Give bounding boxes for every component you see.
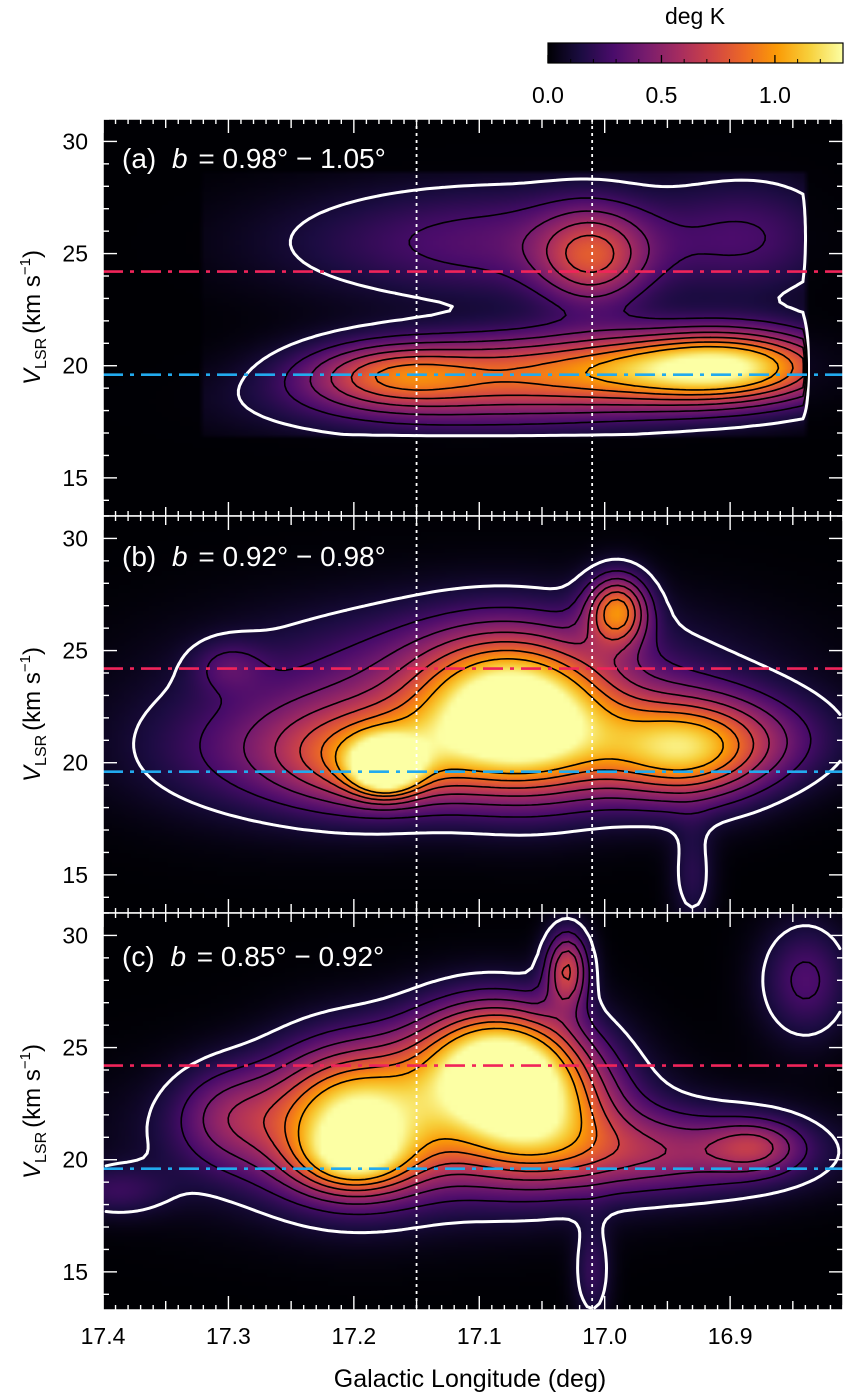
y-tick-label: 30 [62, 128, 88, 154]
inner-contour [299, 591, 755, 801]
panel-c-heatmap [103, 913, 843, 1310]
y-tick-label: 15 [62, 862, 88, 888]
colorbar-tick-label: 0.5 [645, 82, 677, 108]
colorbar-label: deg K [665, 3, 726, 29]
y-tick-label: 20 [62, 1147, 88, 1173]
inner-contour [202, 940, 791, 1205]
inner-contour [262, 964, 620, 1192]
inner-contour [330, 221, 806, 408]
panel-b-ylabels: 15 20 25 30 VLSR(km s−1) [17, 525, 88, 887]
panel-c-ticks [102, 912, 844, 1311]
inner-contour [243, 577, 788, 811]
x-tick-label: 16.9 [708, 1323, 753, 1349]
y-tick-label: 30 [62, 525, 88, 551]
inner-contour [284, 1021, 598, 1186]
x-tick-label: 17.0 [582, 1323, 627, 1349]
panel-b-ticks [102, 515, 844, 914]
panel-b-heatmap [103, 516, 843, 913]
inner-contour [180, 930, 821, 1216]
colorbar: deg K 0.0 0.5 1.0 [532, 3, 844, 108]
colorbar-tick-label: 1.0 [759, 82, 791, 108]
panel-a-title: (a) b = 0.98° − 1.05° [122, 143, 386, 174]
y-tick-label: 20 [62, 353, 88, 379]
y-axis-label: VLSR(km s−1) [17, 250, 50, 385]
inner-contour [227, 950, 774, 1198]
inner-contour [297, 1027, 583, 1181]
panel-c-guides [103, 913, 843, 1310]
panel-a-heatmap [103, 119, 843, 516]
x-tick-label: 17.3 [206, 1323, 251, 1349]
x-tick-label: 17.4 [81, 1323, 126, 1349]
y-axis-label: VLSR(km s−1) [17, 647, 50, 782]
inner-contour [374, 341, 794, 396]
panel-c: 15 20 25 30 VLSR(km s−1) (c) b = 0.85° − 0.9… [17, 912, 844, 1311]
y-axis-label: VLSR(km s−1) [17, 1044, 50, 1179]
panel-c-title: (c) b = 0.85° − 0.92° [122, 941, 384, 972]
inner-contour [283, 197, 808, 426]
x-tick-label: 17.2 [331, 1323, 376, 1349]
panel-a: 15 20 25 30 VLSR(km s−1) (a) b = 0.98° − 1.0… [17, 118, 844, 517]
panel-border [102, 912, 844, 1311]
x-tick-label: 17.1 [457, 1323, 502, 1349]
panel-c-contours [104, 916, 842, 1310]
colorbar-gradient [547, 42, 844, 64]
y-tick-label: 20 [62, 750, 88, 776]
x-axis: 17.4 17.3 17.2 17.1 17.0 16.9 [81, 1323, 753, 1349]
colorbar-tick-label: 0.0 [532, 82, 564, 108]
inner-contour [309, 210, 807, 416]
panel-c-ylabels: 15 20 25 30 VLSR(km s−1) [17, 922, 88, 1284]
y-tick-label: 15 [62, 1259, 88, 1285]
y-tick-label: 15 [62, 465, 88, 491]
panel-a-ylabels: 15 20 25 30 VLSR(km s−1) [17, 128, 88, 490]
y-tick-label: 25 [62, 638, 88, 664]
y-tick-label: 30 [62, 922, 88, 948]
outer-contour [132, 557, 842, 909]
panel-b-contours [132, 557, 842, 909]
colorbar-ticks: 0.0 0.5 1.0 [532, 55, 821, 108]
inner-contour [350, 234, 805, 401]
inner-contour [274, 584, 770, 806]
panel-b-guides [103, 516, 843, 913]
outer-contour [104, 916, 842, 1310]
y-tick-label: 25 [62, 1035, 88, 1061]
x-axis-label: Galactic Longitude (deg) [334, 1365, 606, 1393]
panel-a-guides [103, 119, 843, 516]
inner-contour [199, 570, 812, 820]
y-tick-label: 25 [62, 241, 88, 267]
panel-b-title: (b) b = 0.92° − 0.98° [122, 541, 386, 572]
panel-b: 15 20 25 30 VLSR(km s−1) (b) b = 0.92° − 0.9… [17, 515, 844, 914]
